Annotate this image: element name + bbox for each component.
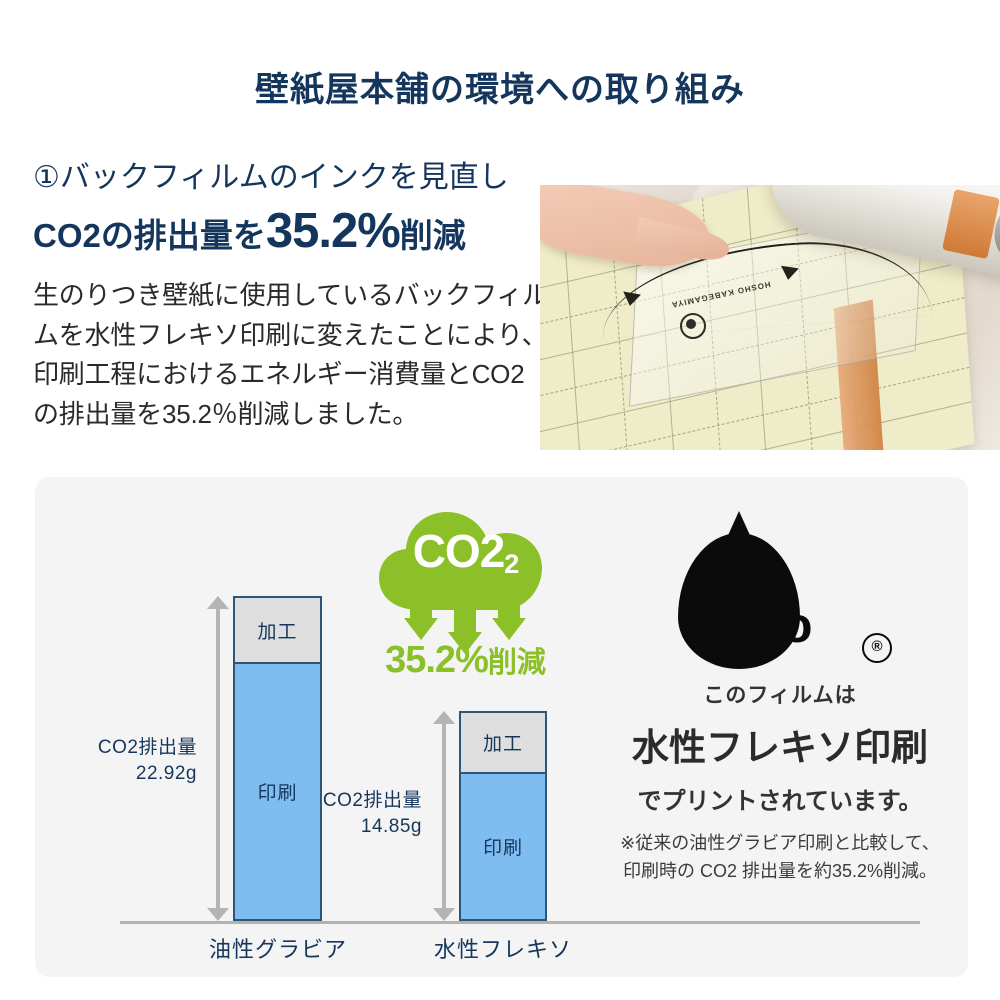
bar-segment-label: 印刷 (482, 838, 523, 859)
bar-segment-printing: 印刷 (235, 664, 320, 919)
flexo-caption-line3: でプリントされています。 (637, 788, 923, 815)
bar-segment-label: 加工 (482, 734, 523, 755)
body-copy: 生のりつき壁紙に使用しているバックフィルムを水性フレキソ印刷に変えたことにより、… (33, 280, 548, 429)
bar-segment-processing: 加工 (235, 598, 320, 664)
headline-value: 35.2% (265, 204, 401, 258)
co2-bar-chart: 加工 印刷 油性グラビア CO2排出量 22.92g 加工 (35, 477, 920, 977)
flexo-logo: Flexo Flexo ® (630, 511, 930, 675)
measure-caption: CO2排出量 (97, 737, 197, 758)
section-lead: ①バックフィルムのインクを見直し (33, 161, 509, 194)
page-title: 壁紙屋本舗の環境への取り組み (255, 71, 745, 109)
measure-value: 14.85g (360, 815, 422, 837)
wallpaper-film-photo: HOSHO KABEGAMIYA (540, 185, 1000, 450)
reduction-callout: 35.2%削減 (373, 639, 558, 682)
headline-suffix: 削減 (399, 217, 466, 254)
bar-category-label-water-flexo: 水性フレキソ (433, 937, 572, 962)
ink-drop-icon (678, 511, 800, 669)
measure-label-oil-gravure: CO2排出量 22.92g (65, 735, 197, 786)
bar-segment-label: 印刷 (257, 783, 298, 804)
photo-film-seal-icon (680, 313, 706, 339)
registered-trademark-icon: ® (862, 633, 892, 663)
headline-prefix: CO2の排出量を (33, 217, 266, 254)
flexo-caption-line1: このフィルムは (703, 684, 857, 707)
bar-segment-label: 加工 (257, 621, 298, 643)
flexo-wordmark: Flexo Flexo (686, 599, 916, 651)
measure-arrow-water-flexo (433, 711, 455, 921)
co2-label: CO2 (412, 525, 506, 577)
co2-cloud-text: CO22 (373, 524, 558, 579)
flexo-footnote: ※従来の油性グラビア印刷と比較して、 印刷時の CO2 排出量を約35.2%削減… (600, 830, 960, 886)
flexo-footnote-line2: 印刷時の CO2 排出量を約35.2%削減。 (622, 860, 938, 881)
bar-water-flexo: 加工 印刷 (459, 711, 547, 921)
flexo-caption-line2: 水性フレキソ印刷 (632, 727, 928, 768)
flexo-block: Flexo Flexo ® このフィルムは 水性フレキソ印刷 でプリントされてい… (600, 511, 960, 886)
bar-category-label-oil-gravure: 油性グラビア (208, 937, 347, 962)
reduction-suffix: 削減 (487, 647, 546, 679)
bar-oil-gravure: 加工 印刷 (233, 596, 322, 921)
flexo-wordmark-outer: Flexo (686, 597, 813, 653)
bar-segment-processing: 加工 (461, 713, 545, 774)
measure-arrow-oil-gravure (207, 596, 229, 921)
measure-value: 22.92g (135, 762, 197, 784)
co2-reduction-graphic: CO22 35.2%削減 (373, 502, 558, 687)
measure-caption: CO2排出量 (322, 790, 422, 811)
co2-subscript: 2 (504, 549, 519, 579)
headline: CO2の排出量を35.2%削減 (33, 204, 553, 259)
bar-segment-printing: 印刷 (461, 774, 545, 919)
reduction-value: 35.2% (385, 639, 489, 681)
chart-baseline-axis (120, 921, 920, 924)
flexo-footnote-line1: ※従来の油性グラビア印刷と比較して、 (620, 833, 940, 853)
measure-label-water-flexo: CO2排出量 14.85g (290, 788, 422, 839)
co2-cloud-icon (379, 512, 542, 610)
